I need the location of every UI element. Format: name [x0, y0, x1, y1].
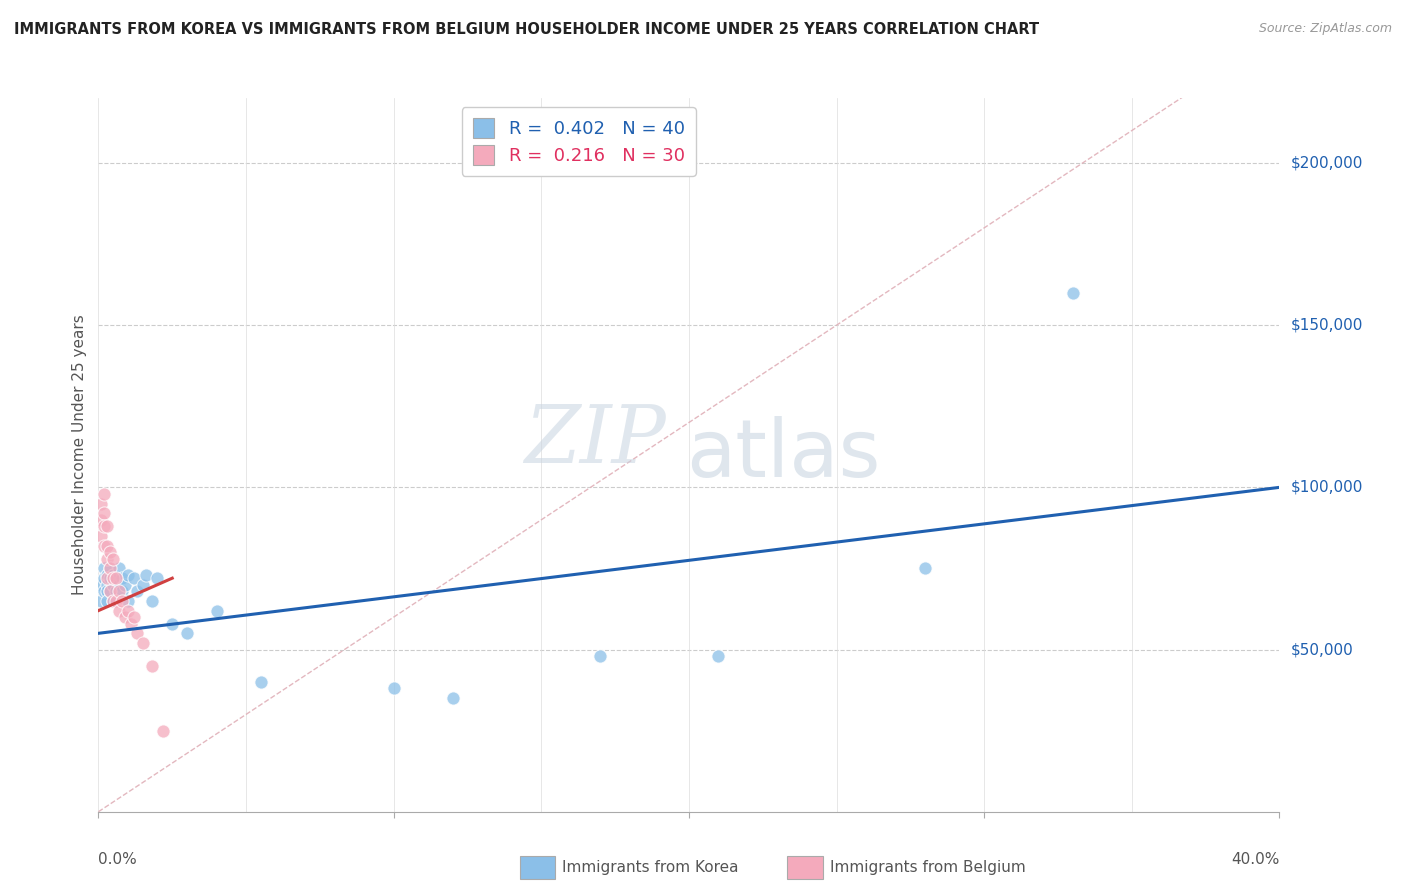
Text: 40.0%: 40.0% [1232, 852, 1279, 867]
Point [96, 571, 118, 585]
Point [117, 604, 139, 618]
Point [98, 584, 121, 599]
Text: Source: ZipAtlas.com: Source: ZipAtlas.com [1258, 22, 1392, 36]
Point [96, 568, 118, 582]
Point [98, 561, 121, 575]
Text: Immigrants from Belgium: Immigrants from Belgium [830, 860, 1025, 874]
Point [589, 648, 612, 663]
Point [152, 723, 174, 738]
Point [707, 648, 730, 663]
Point [96, 584, 118, 599]
Point [93, 584, 115, 599]
Point [93, 506, 115, 520]
Point [90, 577, 112, 591]
Point [114, 577, 136, 591]
Text: ZIP: ZIP [523, 402, 665, 479]
Point [108, 561, 131, 575]
Point [90, 594, 112, 608]
Point [125, 584, 148, 599]
Point [105, 571, 128, 585]
Legend: R =  0.402   N = 40, R =  0.216   N = 30: R = 0.402 N = 40, R = 0.216 N = 30 [461, 107, 696, 176]
Text: $50,000: $50,000 [1291, 642, 1354, 657]
Point [141, 658, 163, 673]
Point [98, 561, 121, 575]
Point [250, 675, 273, 690]
Y-axis label: Householder Income Under 25 years: Householder Income Under 25 years [72, 315, 87, 595]
Point [114, 610, 136, 624]
Point [103, 577, 125, 591]
Point [117, 594, 139, 608]
Point [111, 584, 134, 599]
Point [111, 571, 134, 585]
Text: 0.0%: 0.0% [98, 852, 138, 867]
Text: $200,000: $200,000 [1291, 155, 1362, 170]
Text: $100,000: $100,000 [1291, 480, 1362, 495]
Point [105, 594, 128, 608]
Point [132, 577, 155, 591]
Point [441, 691, 464, 706]
Text: IMMIGRANTS FROM KOREA VS IMMIGRANTS FROM BELGIUM HOUSEHOLDER INCOME UNDER 25 YEA: IMMIGRANTS FROM KOREA VS IMMIGRANTS FROM… [14, 22, 1039, 37]
Point [205, 604, 228, 618]
Point [93, 539, 115, 553]
Point [98, 571, 121, 585]
Point [105, 584, 128, 599]
Point [93, 519, 115, 533]
Text: Immigrants from Korea: Immigrants from Korea [562, 860, 740, 874]
Point [146, 571, 169, 585]
Point [914, 561, 936, 575]
Point [162, 616, 183, 631]
Point [103, 594, 125, 608]
Point [108, 577, 131, 591]
Point [98, 584, 121, 599]
Point [103, 594, 125, 608]
Point [382, 681, 405, 696]
Point [105, 571, 128, 585]
Point [117, 568, 139, 582]
Point [120, 616, 142, 631]
Point [125, 626, 148, 640]
Point [96, 551, 118, 566]
Point [96, 519, 118, 533]
Point [98, 545, 121, 559]
Point [90, 529, 112, 543]
Point [90, 497, 112, 511]
Point [90, 513, 112, 527]
Point [122, 610, 145, 624]
Point [93, 561, 115, 575]
Point [111, 594, 134, 608]
Point [93, 571, 115, 585]
Point [135, 568, 157, 582]
Point [103, 551, 125, 566]
Point [103, 568, 125, 582]
Point [103, 571, 125, 585]
Point [122, 571, 145, 585]
Point [108, 604, 131, 618]
Point [176, 626, 198, 640]
Point [132, 636, 155, 650]
Point [108, 584, 131, 599]
Point [141, 594, 163, 608]
Point [96, 577, 118, 591]
Point [96, 594, 118, 608]
Text: atlas: atlas [686, 416, 880, 494]
Text: $150,000: $150,000 [1291, 318, 1362, 333]
Point [1062, 285, 1084, 300]
Point [96, 539, 118, 553]
Point [93, 487, 115, 501]
